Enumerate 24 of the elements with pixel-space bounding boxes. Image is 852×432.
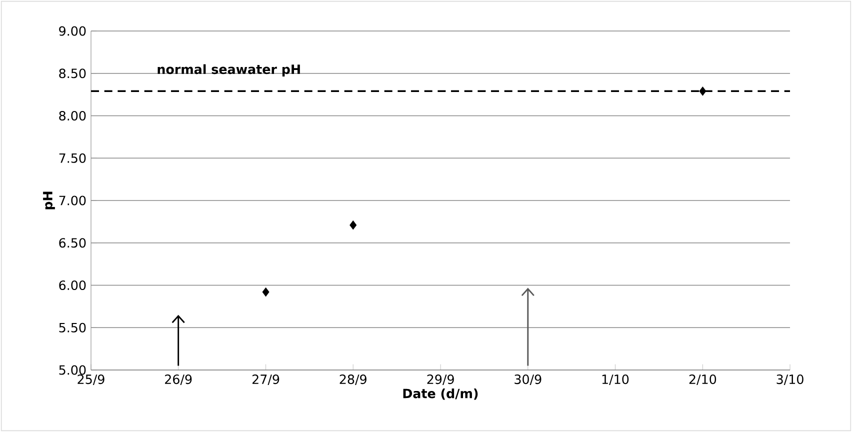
x-tick-label: 30/9 xyxy=(514,374,542,386)
x-tick-label: 28/9 xyxy=(340,374,366,386)
x-tick-label: 3/10 xyxy=(776,374,804,386)
x-axis-title: Date (d/m) xyxy=(403,388,478,400)
x-tick-label: 2/10 xyxy=(689,374,716,386)
y-tick-label: 6.00 xyxy=(59,280,86,290)
y-tick-label: 5.50 xyxy=(59,322,86,332)
y-tick-label: 7.50 xyxy=(59,153,86,163)
y-tick-label: 5.00 xyxy=(59,365,86,375)
x-tick-label: 25/9 xyxy=(78,374,104,386)
x-tick-label: 26/9 xyxy=(165,374,192,386)
y-tick-label: 8.00 xyxy=(59,110,86,121)
y-tick-label: 6.50 xyxy=(59,238,86,248)
point xyxy=(350,220,357,230)
y-tick-label: 9.00 xyxy=(59,26,86,36)
x-tick-label: 1/10 xyxy=(602,374,629,386)
ref-line-label: normal seawater pH xyxy=(158,64,300,77)
x-tick-label: 29/9 xyxy=(427,374,454,386)
y-axis-title: pH xyxy=(43,192,55,210)
y-tick-label: 7.00 xyxy=(59,196,86,206)
x-tick-label: 27/9 xyxy=(252,374,280,386)
point xyxy=(262,287,270,297)
point xyxy=(699,86,706,96)
y-tick-label: 8.50 xyxy=(59,68,86,78)
